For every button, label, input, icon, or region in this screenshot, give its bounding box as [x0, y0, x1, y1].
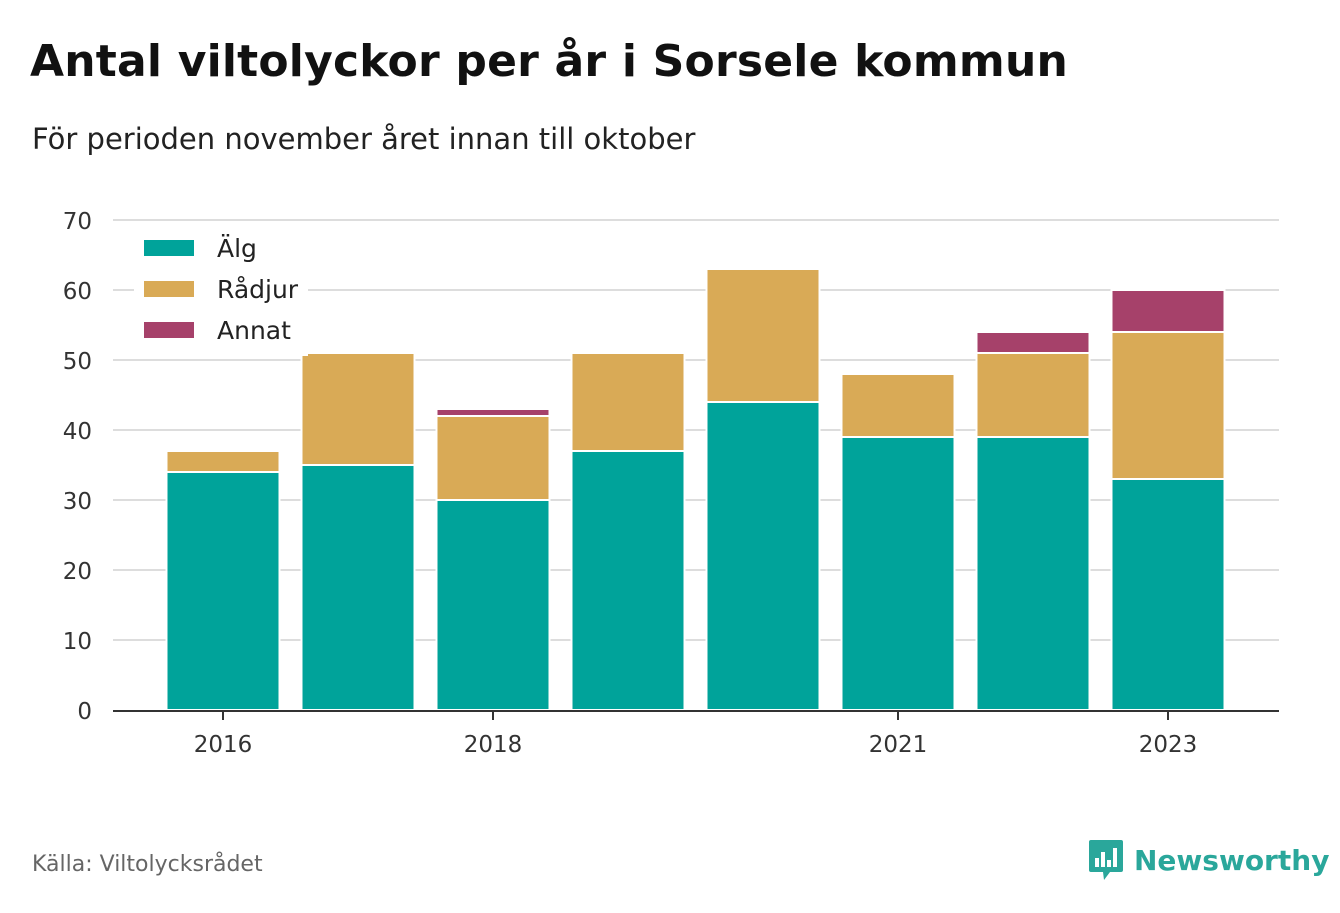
- y-tick-label: 60: [63, 279, 92, 305]
- chart-subtitle: För perioden november året innan till ok…: [32, 122, 696, 156]
- bar-rådjur-2017: [300, 352, 416, 466]
- x-tick-label: 2021: [869, 732, 928, 758]
- y-tick-label: 10: [63, 629, 92, 655]
- source-note: Källa: Viltolycksrådet: [32, 852, 263, 877]
- bar-älg-2021: [840, 436, 956, 711]
- bar-älg-2017: [300, 464, 416, 711]
- bar-rådjur-2019: [570, 352, 686, 452]
- x-tick-label: 2016: [194, 732, 253, 758]
- chart-title: Antal viltolyckor per år i Sorsele kommu…: [30, 36, 1068, 87]
- y-tick-label: 30: [63, 489, 92, 515]
- y-tick-label: 40: [63, 419, 92, 445]
- y-tick-label: 70: [63, 209, 92, 235]
- bar-älg-2023: [1110, 478, 1226, 711]
- bar-älg-2020: [705, 401, 821, 711]
- bar-annat-2022: [975, 331, 1091, 354]
- x-tick-label: 2023: [1139, 732, 1198, 758]
- legend-label: Älg: [217, 234, 257, 263]
- bar-älg-2022: [975, 436, 1091, 711]
- legend: Älg Rådjur Annat: [134, 222, 308, 356]
- bar-älg-2019: [570, 450, 686, 711]
- y-tick-label: 20: [63, 559, 92, 585]
- legend-swatch: [144, 322, 194, 338]
- bar-chart-bubble-icon: [1089, 840, 1123, 880]
- bar-rådjur-2021: [840, 373, 956, 438]
- bar-rådjur-2018: [435, 415, 551, 501]
- y-tick-label: 50: [63, 349, 92, 375]
- x-tick-label: 2018: [464, 732, 523, 758]
- axes: 0 10 20 30 40 50 60 70 2016 2018 2021 2023: [63, 209, 1279, 758]
- bar-rådjur-2023: [1110, 331, 1226, 480]
- bar-rådjur-2020: [705, 268, 821, 403]
- bar-stacks: [165, 268, 1226, 711]
- bar-älg-2016: [165, 471, 281, 711]
- bar-rådjur-2022: [975, 352, 1091, 438]
- legend-swatch: [144, 281, 194, 297]
- legend-label: Annat: [217, 316, 291, 345]
- bar-annat-2018: [435, 408, 551, 417]
- bar-rådjur-2016: [165, 450, 281, 473]
- bar-annat-2023: [1110, 289, 1226, 333]
- brand-name: Newsworthy: [1134, 843, 1330, 877]
- bar-älg-2018: [435, 499, 551, 711]
- brand-logo: Newsworthy: [1088, 838, 1329, 882]
- legend-label: Rådjur: [217, 275, 299, 304]
- legend-swatch: [144, 240, 194, 256]
- y-tick-label: 0: [77, 699, 92, 725]
